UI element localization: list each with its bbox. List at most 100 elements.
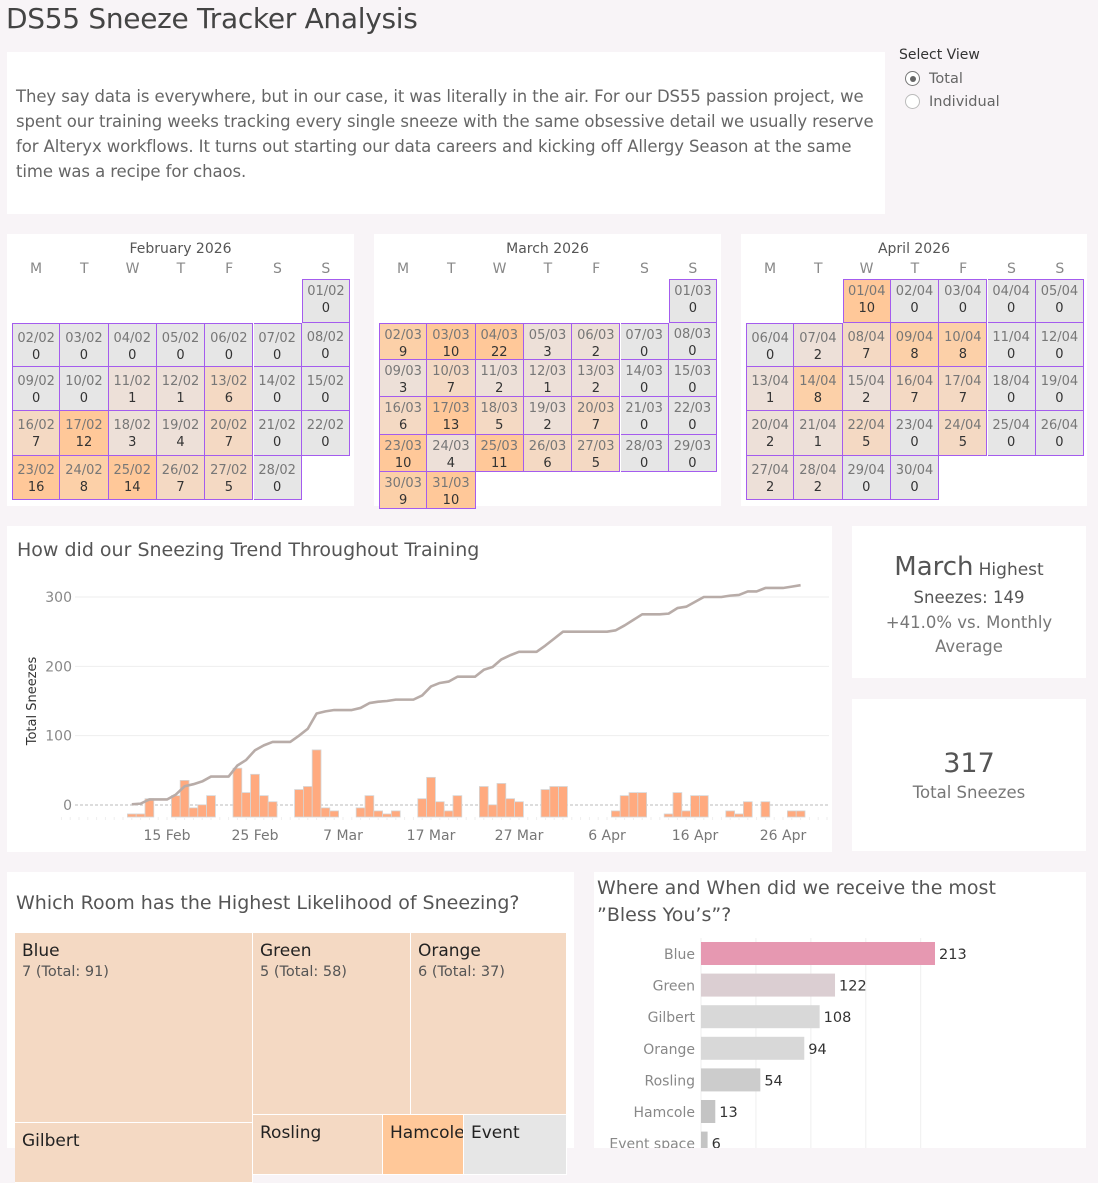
treemap-tile-blue[interactable]: Blue 7 (Total: 91) — [15, 933, 253, 1123]
calendar-day-cell[interactable]: 29/04 0 — [842, 455, 891, 500]
calendar-day-cell[interactable]: 28/02 0 — [253, 455, 302, 500]
treemap-tile-gilbert[interactable]: Gilbert — [15, 1123, 253, 1183]
calendar-day-cell[interactable]: 06/03 2 — [572, 323, 621, 361]
calendar-day-cell[interactable]: 25/03 11 — [475, 434, 524, 472]
calendar-day-cell[interactable]: 12/04 0 — [1035, 323, 1085, 368]
calendar-day-cell[interactable]: 01/04 10 — [842, 279, 891, 323]
calendar-day-cell[interactable]: 25/02 14 — [108, 455, 157, 500]
calendar-day-cell[interactable]: 02/02 0 — [12, 323, 61, 368]
calendar-day-cell[interactable]: 06/04 0 — [746, 323, 795, 368]
calendar-day-cell[interactable]: 07/02 0 — [253, 323, 302, 368]
calendar-day-cell[interactable]: 22/04 5 — [842, 411, 891, 456]
calendar-day-cell[interactable]: 21/04 1 — [794, 411, 843, 456]
calendar-day-cell[interactable]: 22/02 0 — [301, 411, 351, 456]
calendar-day-cell[interactable]: 23/04 0 — [890, 411, 940, 456]
calendar-day-cell[interactable]: 26/02 7 — [156, 455, 206, 500]
calendar-day-cell[interactable]: 04/04 0 — [987, 279, 1036, 323]
calendar-day-cell[interactable]: 27/02 5 — [205, 455, 254, 500]
calendar-day-cell[interactable]: 16/02 7 — [12, 411, 61, 456]
calendar-day-cell[interactable]: 21/02 0 — [253, 411, 302, 456]
calendar-day-cell[interactable]: 13/04 1 — [746, 367, 795, 412]
calendar-day-cell[interactable]: 18/03 5 — [475, 397, 524, 435]
calendar-day-cell[interactable]: 17/04 7 — [939, 367, 988, 412]
calendar-day-cell[interactable]: 23/02 16 — [12, 455, 61, 500]
calendar-day-cell[interactable]: 19/03 2 — [523, 397, 573, 435]
calendar-day-cell[interactable]: 19/02 4 — [156, 411, 206, 456]
calendar-day-cell[interactable]: 09/04 8 — [890, 323, 940, 368]
calendar-day-cell[interactable]: 08/04 7 — [842, 323, 891, 368]
calendar-day-cell[interactable]: 27/04 2 — [746, 455, 795, 500]
calendar-day-cell[interactable]: 22/03 0 — [668, 397, 718, 435]
calendar-day-cell[interactable]: 02/04 0 — [890, 279, 940, 323]
calendar-day-cell[interactable]: 16/04 7 — [890, 367, 940, 412]
radio-total[interactable]: Total — [905, 67, 1000, 90]
calendar-day-cell[interactable]: 26/04 0 — [1035, 411, 1085, 456]
calendar-day-cell[interactable]: 11/02 1 — [108, 367, 157, 412]
calendar-day-cell[interactable]: 20/02 7 — [205, 411, 254, 456]
calendar-day-cell[interactable]: 05/02 0 — [156, 323, 206, 368]
treemap-tile-orange[interactable]: Orange 6 (Total: 37) — [411, 933, 567, 1115]
calendar-day-cell[interactable]: 20/04 2 — [746, 411, 795, 456]
calendar-day-cell[interactable]: 16/03 6 — [379, 397, 428, 435]
calendar-day-cell[interactable]: 24/04 5 — [939, 411, 988, 456]
calendar-day-cell[interactable]: 23/03 10 — [379, 434, 428, 472]
calendar-day-cell[interactable]: 07/03 0 — [620, 323, 669, 361]
calendar-day-cell[interactable]: 26/03 6 — [523, 434, 573, 472]
calendar-day-cell[interactable]: 31/03 10 — [427, 471, 476, 509]
calendar-day-cell[interactable]: 19/04 0 — [1035, 367, 1085, 412]
calendar-day-cell[interactable]: 08/02 0 — [301, 323, 351, 368]
calendar-day-cell[interactable]: 07/04 2 — [794, 323, 843, 368]
calendar-day-cell[interactable]: 14/04 8 — [794, 367, 843, 412]
calendar-day-cell[interactable]: 01/02 0 — [301, 279, 351, 323]
calendar-day-cell[interactable]: 17/02 12 — [60, 411, 109, 456]
radio-individual[interactable]: Individual — [905, 90, 1000, 113]
radio-selected-icon[interactable] — [905, 71, 920, 86]
calendar-day-cell[interactable]: 15/02 0 — [301, 367, 351, 412]
calendar-day-cell[interactable]: 03/02 0 — [60, 323, 109, 368]
treemap-tile-rosling[interactable]: Rosling — [253, 1115, 383, 1175]
calendar-day-cell[interactable]: 09/03 3 — [379, 360, 428, 398]
calendar-day-cell[interactable]: 04/02 0 — [108, 323, 157, 368]
calendar-day-cell[interactable]: 13/03 2 — [572, 360, 621, 398]
calendar-day-cell[interactable]: 04/03 22 — [475, 323, 524, 361]
calendar-day-cell[interactable]: 06/02 0 — [205, 323, 254, 368]
calendar-day-cell[interactable]: 15/03 0 — [668, 360, 718, 398]
calendar-day-cell[interactable]: 28/03 0 — [620, 434, 669, 472]
calendar-day-cell[interactable]: 11/04 0 — [987, 323, 1036, 368]
calendar-day-cell[interactable]: 28/04 2 — [794, 455, 843, 500]
calendar-day-cell[interactable]: 29/03 0 — [668, 434, 718, 472]
radio-unselected-icon[interactable] — [905, 94, 920, 109]
calendar-day-cell[interactable]: 08/03 0 — [668, 323, 718, 361]
calendar-day-cell[interactable]: 09/02 0 — [12, 367, 61, 412]
calendar-day-cell[interactable]: 27/03 5 — [572, 434, 621, 472]
calendar-day-cell[interactable]: 10/03 7 — [427, 360, 476, 398]
calendar-day-cell[interactable]: 10/02 0 — [60, 367, 109, 412]
calendar-day-cell[interactable]: 03/04 0 — [939, 279, 988, 323]
calendar-day-cell[interactable]: 03/03 10 — [427, 323, 476, 361]
calendar-day-cell[interactable]: 01/03 0 — [668, 279, 718, 323]
calendar-day-cell[interactable]: 24/03 4 — [427, 434, 476, 472]
calendar-day-cell[interactable]: 25/04 0 — [987, 411, 1036, 456]
calendar-day-cell[interactable]: 20/03 7 — [572, 397, 621, 435]
calendar-day-cell[interactable]: 30/03 9 — [379, 471, 428, 509]
calendar-day-cell[interactable]: 02/03 9 — [379, 323, 428, 361]
treemap-tile-event[interactable]: Event — [464, 1115, 567, 1175]
calendar-day-cell[interactable]: 18/04 0 — [987, 367, 1036, 412]
calendar-day-cell[interactable]: 12/02 1 — [156, 367, 206, 412]
calendar-day-cell[interactable]: 12/03 1 — [523, 360, 573, 398]
calendar-day-cell[interactable]: 17/03 13 — [427, 397, 476, 435]
calendar-day-cell[interactable]: 13/02 6 — [205, 367, 254, 412]
calendar-day-cell[interactable]: 05/03 3 — [523, 323, 573, 361]
calendar-day-cell[interactable]: 15/04 2 — [842, 367, 891, 412]
calendar-day-cell[interactable]: 14/02 0 — [253, 367, 302, 412]
calendar-day-cell[interactable]: 05/04 0 — [1035, 279, 1085, 323]
calendar-day-cell[interactable]: 24/02 8 — [60, 455, 109, 500]
calendar-day-cell[interactable]: 11/03 2 — [475, 360, 524, 398]
treemap-tile-green[interactable]: Green 5 (Total: 58) — [253, 933, 411, 1115]
calendar-day-cell[interactable]: 21/03 0 — [620, 397, 669, 435]
calendar-day-cell[interactable]: 10/04 8 — [939, 323, 988, 368]
calendar-day-cell[interactable]: 14/03 0 — [620, 360, 669, 398]
calendar-day-cell[interactable]: 30/04 0 — [890, 455, 940, 500]
calendar-day-cell[interactable]: 18/02 3 — [108, 411, 157, 456]
treemap-tile-hamcole[interactable]: Hamcole — [383, 1115, 464, 1175]
